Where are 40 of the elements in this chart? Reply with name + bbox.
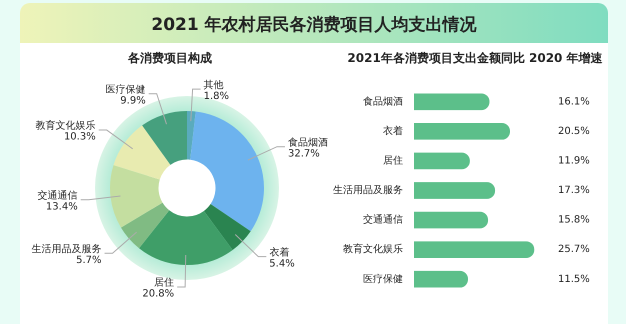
y-tick-label: 交通通信 [363,214,403,226]
y-tick-label: 衣着 [383,124,403,137]
data-label: 32.7% [288,148,320,160]
data-label: 11.9% [558,156,590,167]
data-label: 20.5% [558,126,590,137]
slice-label: 交通通信 [38,189,78,202]
data-label: 13.4% [46,201,78,212]
bar [414,212,488,228]
data-label: 5.4% [269,258,295,270]
data-label: 15.8% [558,214,590,226]
data-label: 20.8% [142,288,174,300]
bar [414,241,534,258]
slice-label: 其他 [204,78,224,91]
slice-label: 居住 [154,278,174,289]
y-tick-label: 医疗保健 [363,272,403,285]
y-tick-label: 生活用品及服务 [333,184,403,196]
y-tick-label: 居住 [383,156,403,167]
bar [414,152,470,170]
chart-title: 2021年各消费项目支出金额同比 2020 年增速 [346,50,604,67]
data-label: 11.5% [558,274,590,285]
slice-label: 生活用品及服务 [32,242,102,255]
data-label: 1.8% [204,90,229,102]
bar [414,182,496,199]
data-label: 16.1% [558,96,590,108]
y-tick-label: 教育文化娱乐 [343,243,403,256]
bar [414,270,468,288]
chart-subtitle: 各消费项目构成 [127,50,213,67]
slice-label: 食品烟酒 [288,136,328,148]
slice-label: 医疗保健 [106,83,146,96]
bar [414,93,490,110]
data-label: 10.3% [64,132,96,143]
data-label: 5.7% [76,254,102,266]
chart-title: 2021 年农村居民各消费项目人均支出情况 [150,14,478,36]
data-label: 17.3% [558,185,590,196]
slice-label: 衣着 [269,246,290,258]
data-label: 9.9% [120,95,146,106]
bar [414,123,510,140]
y-tick-label: 食品烟酒 [363,95,403,108]
slice-label: 教育文化娱乐 [36,120,96,132]
data-label: 25.7% [558,244,590,256]
